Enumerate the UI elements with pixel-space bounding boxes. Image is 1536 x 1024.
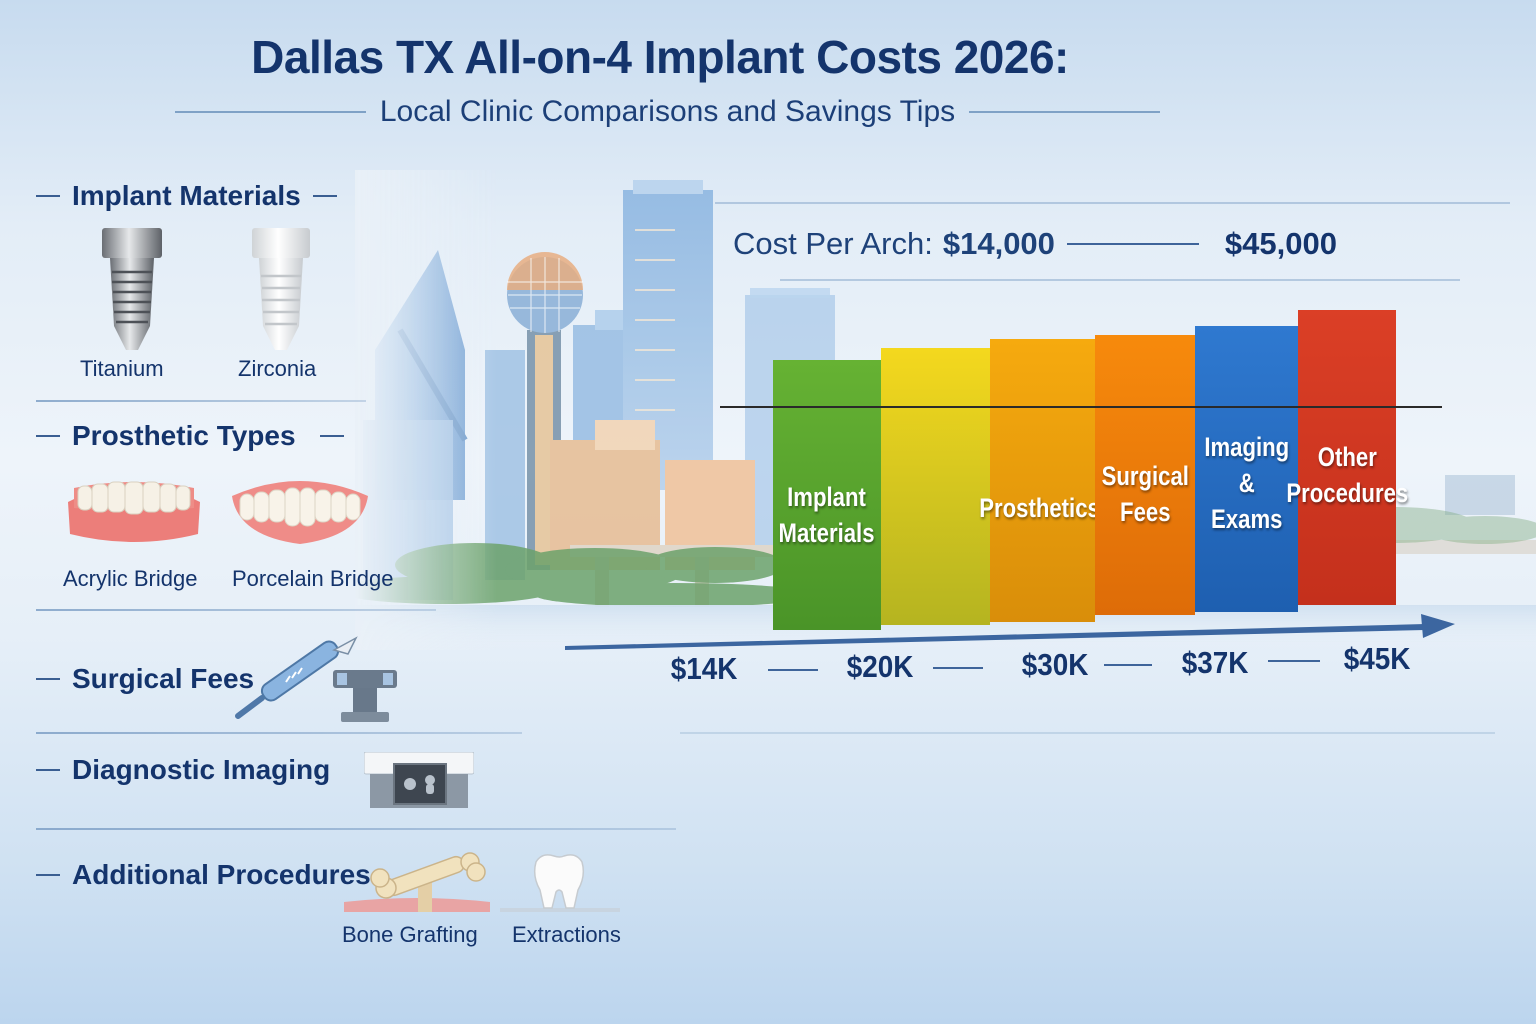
bar-label-prosthetics-wrap: Prosthetics (940, 490, 1140, 526)
bar-other-procedures: Other Procedures (1286, 310, 1408, 605)
section-title-prosthetic-types: Prosthetic Types (72, 420, 296, 451)
lower-rule (680, 732, 1495, 734)
section-title-additional-procedures: Additional Procedures (72, 859, 371, 890)
section-title-diagnostic-imaging: Diagnostic Imaging (72, 754, 331, 785)
section-dash (36, 769, 60, 771)
section-divider (36, 828, 676, 830)
caption-acrylic-bridge: Acrylic Bridge (63, 566, 198, 591)
caption-extractions: Extractions (512, 922, 621, 947)
surgical-light-icon (333, 670, 397, 722)
bar-label-imaging-exams: Imaging & Exams (1204, 432, 1289, 534)
bar-label-prosthetics: Prosthetics (979, 493, 1101, 523)
cost-per-arch-label: Cost Per Arch: (733, 226, 933, 261)
section-dash (36, 678, 60, 680)
section-diagnostic-imaging: Diagnostic Imaging (36, 754, 330, 786)
titanium-implant-icon (102, 228, 162, 350)
tick-separator (933, 667, 983, 669)
bar-implant-materials: Implant Materials (773, 360, 881, 630)
section-dash (312, 195, 337, 197)
acrylic-bridge-icon (68, 481, 200, 542)
section-implant-materials: Implant Materials (36, 180, 337, 212)
cost-min-value: $14,000 (942, 226, 1055, 261)
page-title: Dallas TX All-on-4 Implant Costs 2026: (251, 31, 1069, 83)
caption-bone-grafting: Bone Grafting (342, 922, 478, 947)
bar-prosthetics-b (990, 339, 1095, 622)
bar-label-other-procedures: Other Procedures (1286, 441, 1408, 508)
cost-per-arch-row: Cost Per Arch: $14,000 $45,000 (733, 226, 1337, 262)
section-title-implant-materials: Implant Materials (72, 180, 301, 211)
subtitle-rule-left (175, 111, 366, 113)
cost-rule-bottom (780, 279, 1460, 281)
cost-rule-top (715, 202, 1510, 204)
subtitle-row: Local Clinic Comparisons and Savings Tip… (175, 92, 1160, 132)
zirconia-implant-icon (252, 228, 310, 350)
subtitle-rule-right (969, 111, 1160, 113)
tick-separator (1104, 664, 1152, 666)
section-prosthetic-types: Prosthetic Types (36, 420, 344, 452)
bar-label-implant-materials: Implant Materials (779, 482, 875, 548)
tick-separator (1268, 660, 1320, 662)
section-dash (36, 874, 60, 876)
section-title-surgical-fees: Surgical Fees (72, 663, 255, 694)
bar-imaging-exams: Imaging & Exams (1195, 326, 1298, 612)
tick-45k: $45K (1343, 641, 1411, 676)
xray-viewer-icon (364, 752, 474, 808)
caption-titanium: Titanium (80, 356, 164, 381)
tick-37k: $37K (1181, 645, 1249, 680)
section-divider (36, 400, 366, 402)
section-additional-procedures: Additional Procedures (36, 859, 371, 891)
section-dash (36, 435, 60, 437)
caption-zirconia: Zirconia (238, 356, 317, 381)
section-dash (36, 195, 60, 197)
tick-14k: $14K (670, 651, 738, 686)
scalpel-icon (235, 636, 358, 719)
section-divider (36, 609, 436, 611)
tick-separator (768, 669, 818, 671)
caption-porcelain-bridge: Porcelain Bridge (232, 566, 394, 591)
section-dash (319, 435, 344, 437)
tick-20k: $20K (846, 649, 914, 684)
tick-30k: $30K (1021, 647, 1089, 682)
cost-axis-arrow (565, 614, 1455, 650)
bone-icon (344, 852, 490, 912)
tooth-icon (500, 854, 620, 912)
bar-label-surgical-fees: Surgical Fees (1101, 461, 1189, 527)
chart-reference-line (720, 406, 1442, 408)
section-surgical-fees: Surgical Fees (36, 663, 254, 695)
section-divider (36, 732, 522, 734)
cost-max-value: $45,000 (1224, 226, 1337, 261)
page-subtitle: Local Clinic Comparisons and Savings Tip… (379, 95, 956, 128)
bar-prosthetics-a (881, 348, 990, 625)
cost-range-line (1066, 243, 1199, 245)
porcelain-bridge-icon (232, 481, 368, 544)
bar-surgical-fees: Surgical Fees (1095, 335, 1195, 615)
